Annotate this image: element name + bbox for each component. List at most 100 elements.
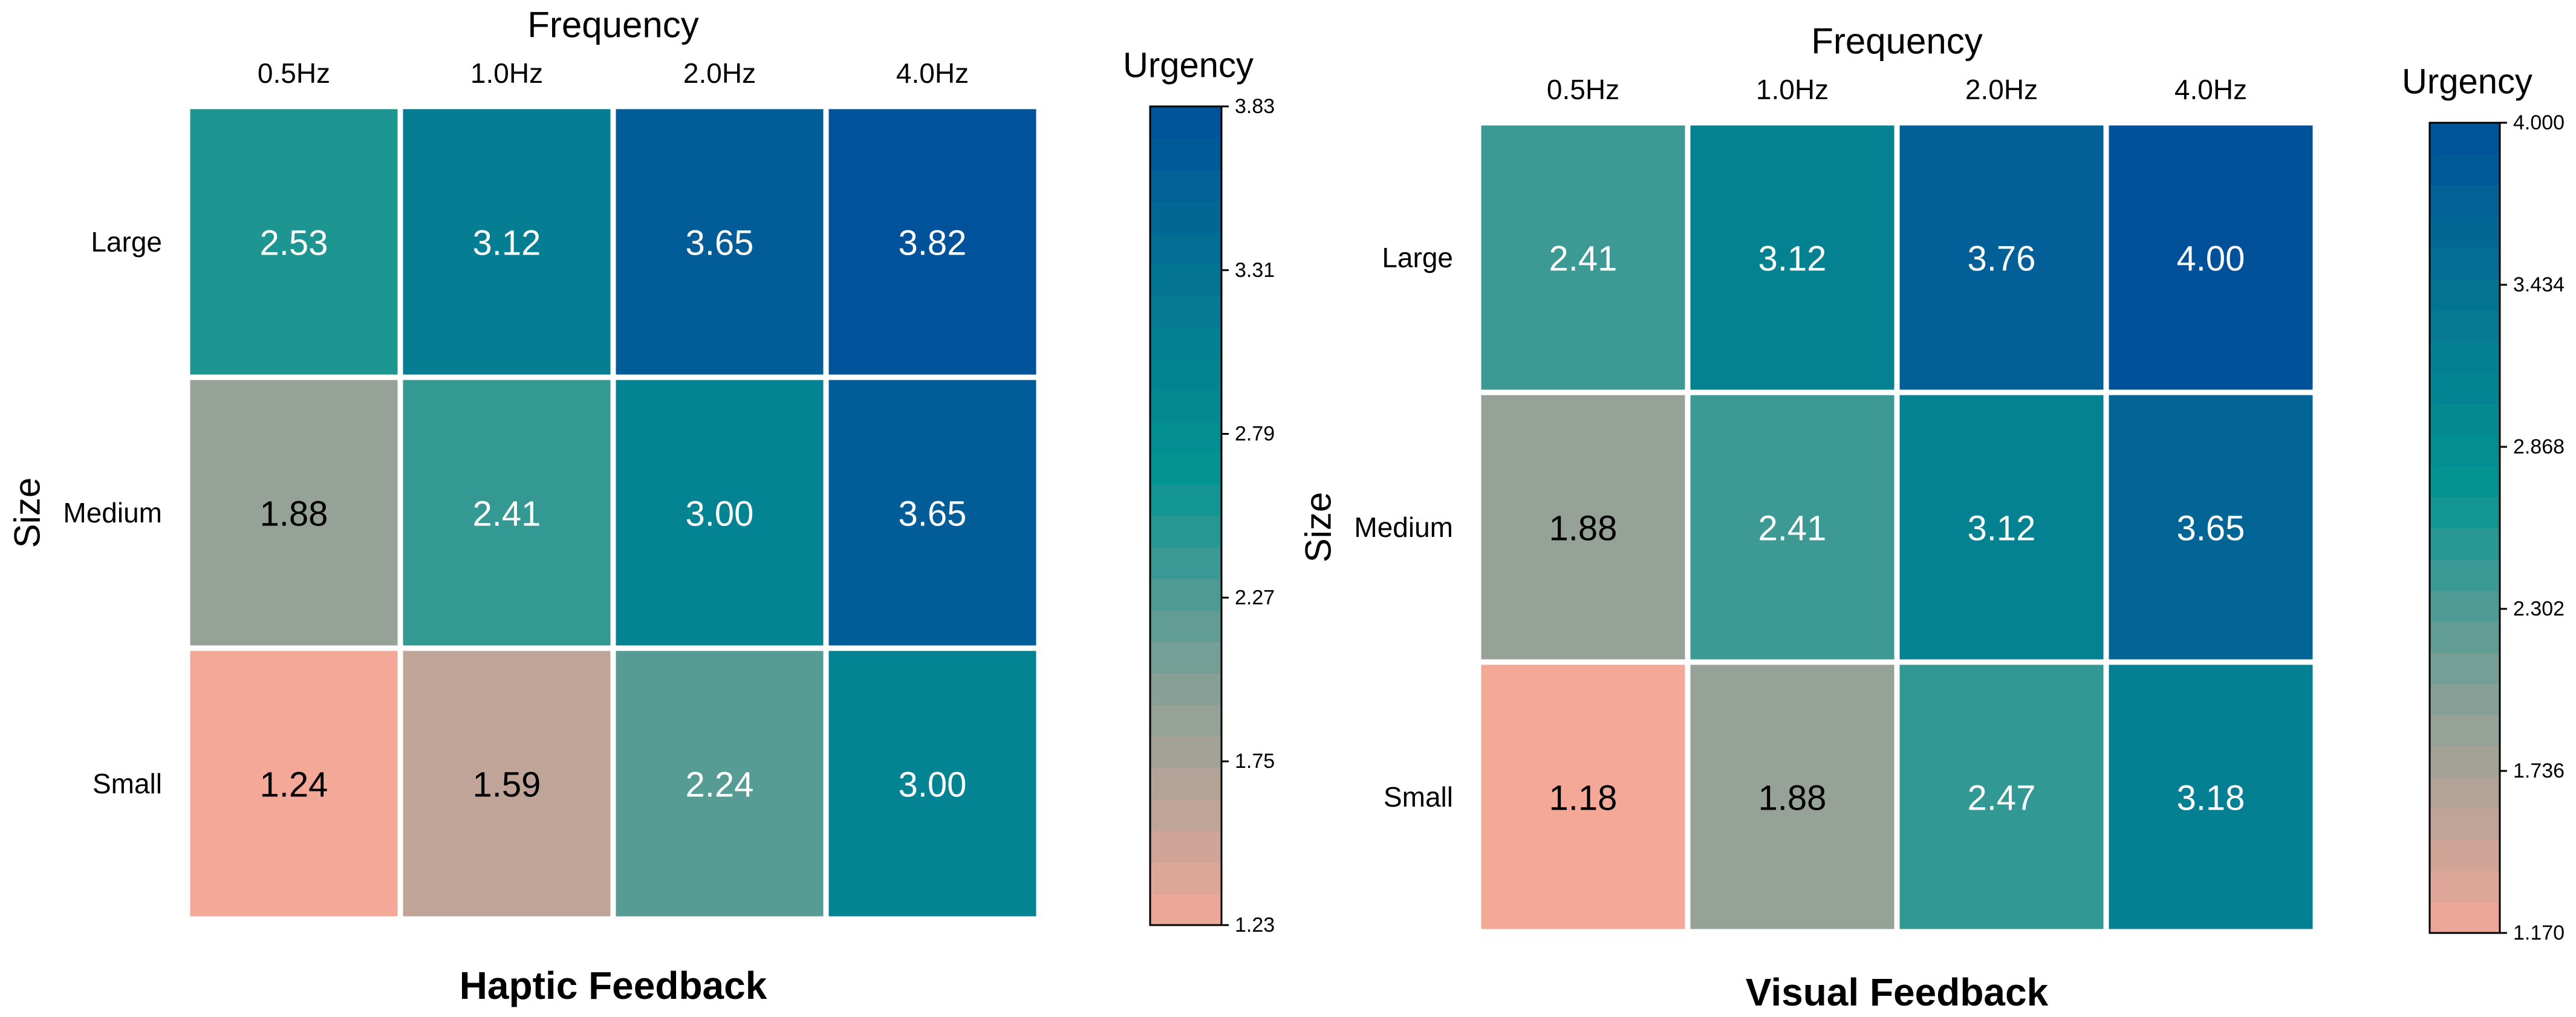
heatmap-cell	[397, 103, 616, 380]
cell-value-label: 3.12	[1968, 509, 2036, 548]
colorbar-segment	[1150, 389, 1221, 422]
heatmap-cell	[397, 645, 616, 922]
heatmap-cell	[1894, 120, 2109, 395]
cell-value-label: 2.41	[473, 495, 541, 534]
cell-value-label: 3.00	[686, 495, 754, 534]
colorbar-tick-label: 2.868	[2513, 435, 2565, 458]
colorbar-tick-label: 2.302	[2513, 597, 2565, 620]
colorbar-segment	[2430, 839, 2500, 871]
colorbar-segment	[1150, 106, 1221, 138]
cell-value-label: 3.82	[899, 224, 967, 263]
colorbar-segment	[1150, 169, 1221, 202]
y-tick-label: Medium	[1354, 512, 1453, 543]
colorbar-segment	[1150, 264, 1221, 296]
colorbar-segment	[2430, 403, 2500, 435]
colorbar-segment	[1150, 893, 1221, 926]
x-tick-label: 4.0Hz	[896, 57, 969, 89]
colorbar-segment	[2430, 123, 2500, 155]
colorbar-segment	[1150, 358, 1221, 391]
cell-value-label: 1.88	[260, 495, 328, 534]
cell-value-label: 1.88	[1758, 779, 1827, 818]
x-tick-label: 0.5Hz	[258, 57, 330, 89]
heatmap-cell	[184, 103, 403, 380]
colorbar-tick-label: 1.23	[1235, 914, 1275, 937]
colorbar-segment	[1150, 201, 1221, 233]
colorbar-segment	[2430, 278, 2500, 311]
colorbar-segment	[1150, 232, 1221, 265]
colorbar-segment	[2430, 528, 2500, 560]
y-tick-label: Large	[91, 226, 162, 258]
colorbar-frame	[2428, 122, 2501, 934]
cell-value-label: 2.24	[686, 765, 754, 805]
cell-value-label: 3.12	[1758, 239, 1827, 279]
cell-value-label: 2.41	[1758, 509, 1827, 548]
colorbar-segment	[1150, 799, 1221, 831]
colorbar-segment	[2430, 496, 2500, 528]
colorbar-tick-label: 3.31	[1235, 259, 1275, 282]
colorbar-segment	[2430, 590, 2500, 622]
colorbar-segment	[1150, 421, 1221, 453]
y-tick-label: Small	[93, 768, 162, 799]
colorbar-segment	[2430, 185, 2500, 217]
cell-value-label: 4.00	[2177, 239, 2245, 279]
colorbar-segment	[2430, 777, 2500, 809]
colorbar-segment	[2430, 746, 2500, 778]
colorbar-tick-label: 1.736	[2513, 759, 2565, 782]
heatmap-cell	[1685, 389, 1900, 665]
cell-value-label: 3.76	[1968, 239, 2036, 279]
colorbar-tick-label: 1.75	[1235, 750, 1275, 773]
colorbar-segment	[1150, 736, 1221, 768]
colorbar-tick-label: 2.79	[1235, 423, 1275, 446]
colorbar-segment	[2430, 434, 2500, 466]
heatmap-cell	[1685, 659, 1900, 935]
colorbar-segment	[1150, 767, 1221, 800]
heatmap-cell	[1475, 659, 1691, 935]
colorbar-segment	[2430, 683, 2500, 716]
heatmap-cell	[1475, 389, 1691, 665]
colorbar-segment	[2430, 652, 2500, 684]
x-tick-label: 2.0Hz	[1965, 74, 2038, 105]
cell-value-label: 2.41	[1549, 239, 1618, 279]
colorbar-segment	[1150, 516, 1221, 548]
colorbar-tick-label: 4.000	[2513, 111, 2565, 134]
cell-value-label: 3.65	[686, 224, 754, 263]
heatmap-cell	[397, 374, 616, 651]
colorbar-segment	[1150, 579, 1221, 611]
x-tick-label: 4.0Hz	[2174, 74, 2247, 105]
colorbar-tick-label: 2.27	[1235, 586, 1275, 609]
panel-title: Visual Feedback	[1746, 970, 2049, 1014]
colorbar-title: Urgency	[2402, 62, 2532, 102]
cell-value-label: 3.18	[2177, 779, 2245, 818]
heatmap-cell	[2103, 659, 2318, 935]
cell-value-label: 1.88	[1549, 509, 1618, 548]
x-tick-label: 0.5Hz	[1547, 74, 1619, 105]
colorbar-segment	[2430, 715, 2500, 747]
colorbar-frame	[1149, 105, 1223, 926]
cell-value-label: 3.00	[899, 765, 967, 805]
cell-value-label: 2.53	[260, 224, 328, 263]
x-tick-label: 1.0Hz	[1756, 74, 1829, 105]
cell-value-label: 3.65	[899, 495, 967, 534]
heatmap-cell	[823, 645, 1042, 922]
colorbar-segment	[2430, 465, 2500, 498]
colorbar-segment	[1150, 673, 1221, 706]
heatmap-cell	[1475, 120, 1691, 395]
colorbar-segment	[1150, 830, 1221, 863]
colorbar-segment	[1150, 138, 1221, 170]
colorbar-segment	[2430, 870, 2500, 903]
colorbar-segment	[1150, 610, 1221, 643]
cell-value-label: 2.47	[1968, 779, 2036, 818]
colorbar-segment	[1150, 295, 1221, 328]
colorbar-tick-label: 1.170	[2513, 921, 2565, 944]
heatmap-cell	[823, 103, 1042, 380]
colorbar-segment	[1150, 547, 1221, 579]
visual-panel: 2.41 3.12 3.76 4.00 1.88 2.41 3.12 3.65 1.18 1.88…	[1298, 21, 2565, 1015]
colorbar-segment	[2430, 340, 2500, 373]
x-tick-label: 1.0Hz	[470, 57, 543, 89]
colorbar-segment	[1150, 862, 1221, 894]
colorbar-segment	[1150, 642, 1221, 674]
colorbar-segment	[2430, 902, 2500, 934]
colorbar-segment	[1150, 484, 1221, 516]
colorbar-title: Urgency	[1123, 46, 1254, 85]
